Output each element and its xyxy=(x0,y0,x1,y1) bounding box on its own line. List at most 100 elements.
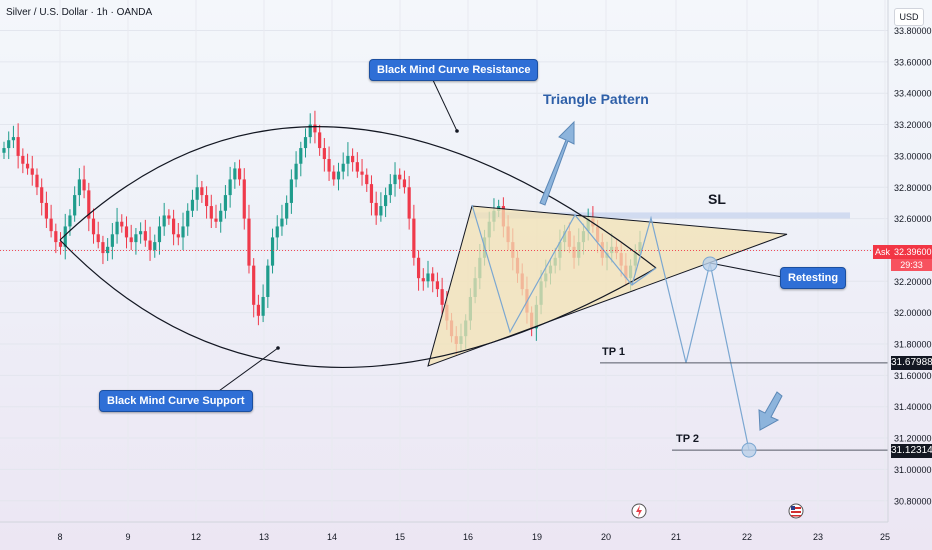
candle-body xyxy=(35,174,39,188)
candle-body xyxy=(204,195,209,207)
candle-body xyxy=(49,218,53,232)
candle-body xyxy=(200,187,204,196)
symbol-title: Silver / U.S. Dollar · 1h · OANDA xyxy=(6,7,153,18)
resistance-label-pointer xyxy=(431,77,458,132)
candle-body xyxy=(25,163,30,169)
candle-body xyxy=(233,168,237,180)
ask-tag-label: Ask xyxy=(875,247,891,257)
price-tick-label: 31.80000 xyxy=(894,340,932,350)
time-tick-label: 15 xyxy=(395,532,405,542)
price-tick-label: 31.60000 xyxy=(894,371,932,381)
candle-body xyxy=(186,210,190,227)
candle-body xyxy=(416,257,421,279)
candle-body xyxy=(398,174,402,180)
candle-body xyxy=(360,171,364,175)
candle-body xyxy=(294,163,298,180)
candle-body xyxy=(101,242,105,254)
price-tick-label: 32.00000 xyxy=(894,308,932,318)
price-tick-label: 32.80000 xyxy=(894,183,932,193)
lightning-icon[interactable] xyxy=(631,503,647,519)
candle-body xyxy=(21,155,25,164)
time-tick-label: 19 xyxy=(532,532,542,542)
candle-body xyxy=(393,174,397,185)
price-tick-label: 32.20000 xyxy=(894,277,932,287)
candle-body xyxy=(435,281,440,290)
candle-body xyxy=(351,155,355,163)
candle-body xyxy=(384,195,388,207)
candle-body xyxy=(124,226,129,238)
time-tick-label: 20 xyxy=(601,532,611,542)
price-tick-label: 33.00000 xyxy=(894,151,932,161)
candle-body xyxy=(30,168,34,175)
candle-body xyxy=(68,215,72,227)
candle-body xyxy=(162,215,166,227)
candle-body xyxy=(157,226,162,243)
candle-body xyxy=(308,124,312,138)
candle-body xyxy=(223,195,228,211)
candle-body xyxy=(172,218,176,235)
candle-body xyxy=(421,278,425,282)
time-tick-label: 13 xyxy=(259,532,269,542)
time-tick-label: 16 xyxy=(463,532,473,542)
support-anchor-dot xyxy=(276,346,280,350)
candle-body xyxy=(115,221,119,235)
candle-body xyxy=(318,132,322,149)
candle-body xyxy=(16,137,20,156)
candle-body xyxy=(440,289,444,305)
candle-body xyxy=(7,140,11,149)
currency-badge[interactable]: USD xyxy=(894,8,924,26)
price-tick-label: 31.20000 xyxy=(894,434,932,444)
us-flag-icon[interactable] xyxy=(788,503,804,519)
candle-body xyxy=(219,210,223,222)
retesting-label: Retesting xyxy=(780,267,847,289)
candle-body xyxy=(365,174,369,185)
support-label-pointer xyxy=(211,347,279,397)
candle-body xyxy=(289,179,293,203)
time-tick-label: 25 xyxy=(880,532,890,542)
candle-body xyxy=(40,187,44,203)
candle-body xyxy=(256,304,260,316)
support-label: Black Mind Curve Support xyxy=(99,390,253,412)
triangle-pattern-shape xyxy=(427,205,788,367)
candle-body xyxy=(87,190,91,219)
candle-body xyxy=(355,162,359,172)
time-tick-label: 21 xyxy=(671,532,681,542)
candle-body xyxy=(275,226,279,238)
resistance-anchor-dot xyxy=(455,129,459,133)
candle-body xyxy=(346,155,350,164)
candle-body xyxy=(139,231,143,235)
candle-body xyxy=(237,168,242,180)
candle-body xyxy=(303,137,308,149)
candle-body xyxy=(77,179,81,196)
ask-tag-price: 32.39600 xyxy=(894,245,932,259)
candle-body xyxy=(148,240,152,250)
candle-body xyxy=(167,215,171,219)
price-tick-label: 31.00000 xyxy=(894,465,932,475)
support-curve xyxy=(59,239,657,368)
candle-body xyxy=(426,273,430,282)
time-tick-label: 23 xyxy=(813,532,823,542)
candle-body xyxy=(270,237,275,266)
down-arrow-icon xyxy=(758,391,783,431)
pattern-label: Triangle Pattern xyxy=(543,91,649,107)
candle-body xyxy=(252,265,256,305)
candle-body xyxy=(54,231,58,243)
price-tick-label: 33.20000 xyxy=(894,120,932,130)
candle-body xyxy=(374,202,378,216)
candle-body xyxy=(110,234,114,247)
sl-label: SL xyxy=(708,191,726,207)
price-tick-label: 33.60000 xyxy=(894,57,932,67)
candle-body xyxy=(134,234,138,243)
candle-body xyxy=(242,179,246,219)
candle-body xyxy=(369,184,374,203)
candle-body xyxy=(285,202,289,219)
tp2-marker xyxy=(741,442,757,458)
candle-body xyxy=(341,163,345,172)
candle-body xyxy=(11,137,16,141)
tp1-price-tag: 31.67988 xyxy=(891,356,932,370)
candle-body xyxy=(313,124,317,133)
candle-body xyxy=(96,234,100,243)
candle-body xyxy=(129,237,133,243)
